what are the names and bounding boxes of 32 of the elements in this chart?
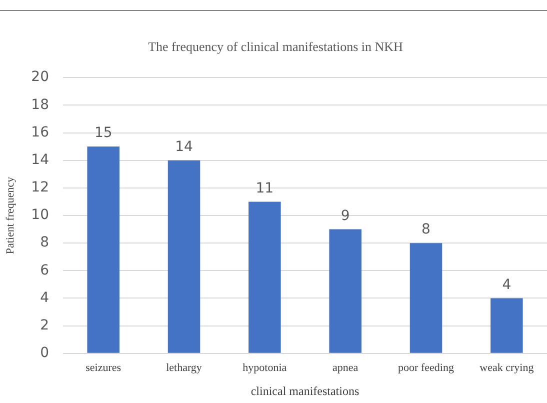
bar	[168, 160, 200, 353]
x-tick-label: lethargy	[166, 362, 202, 374]
chart-title: The frequency of clinical manifestations in NKH	[148, 39, 403, 54]
x-tick-label: weak crying	[480, 362, 534, 374]
x-tick-label: poor feeding	[398, 362, 454, 374]
data-label: 8	[422, 222, 430, 238]
data-label: 14	[175, 138, 194, 155]
y-tick-label: 6	[40, 262, 50, 278]
y-tick-label: 20	[31, 69, 50, 86]
data-label: 11	[256, 180, 274, 196]
y-tick-label: 4	[40, 290, 50, 306]
bar	[248, 202, 281, 353]
y-tick-label: 14	[31, 152, 50, 168]
y-tick-label: 16	[31, 124, 50, 140]
bar	[490, 298, 523, 353]
y-tick-label: 18	[31, 96, 50, 113]
bar	[329, 229, 362, 353]
y-axis-title: Patient frequency	[4, 176, 16, 254]
data-label: 9	[340, 208, 350, 224]
x-axis-title: clinical manifestations	[250, 384, 360, 398]
data-label: 4	[502, 276, 512, 293]
x-tick-label: hypotonia	[242, 362, 287, 374]
x-tick-label: seizures	[86, 362, 122, 374]
x-tick-label: apnea	[332, 362, 358, 374]
bar	[87, 146, 120, 353]
y-tick-label: 8	[40, 234, 50, 251]
y-tick-label: 2	[40, 317, 50, 334]
bar	[410, 243, 442, 353]
y-tick-label: 0	[40, 345, 50, 362]
y-tick-label: 10	[31, 207, 50, 224]
y-tick-label: 12	[31, 180, 50, 196]
data-label: 15	[94, 125, 112, 142]
